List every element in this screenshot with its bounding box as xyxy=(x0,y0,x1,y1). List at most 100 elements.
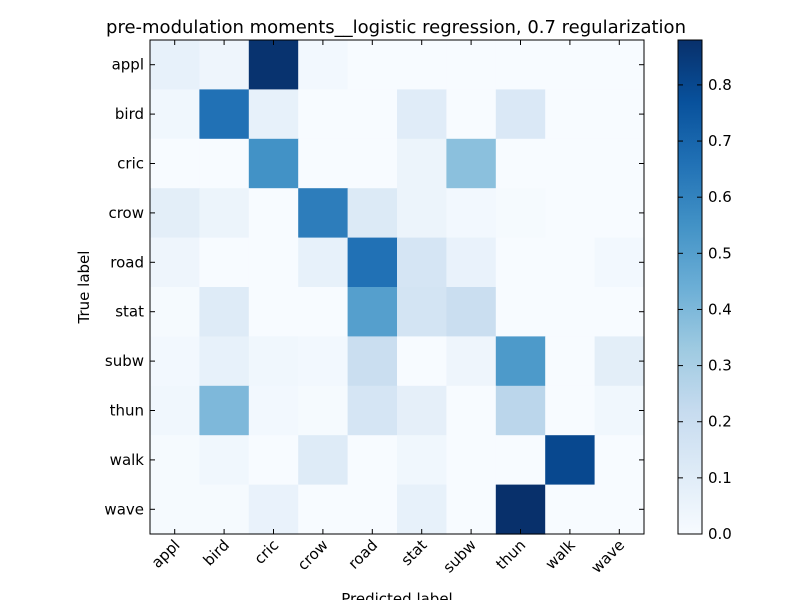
heatmap-cell-appl-road xyxy=(347,40,398,90)
heatmap-cell-stat-bird xyxy=(199,287,250,337)
heatmap-cell-wave-stat xyxy=(397,484,447,535)
heatmap-cell-bird-appl xyxy=(150,89,200,140)
heatmap-cell-thun-crow xyxy=(298,385,349,436)
y-tick-label-bird: bird xyxy=(115,105,144,123)
y-tick-label-subw: subw xyxy=(105,352,144,370)
heatmap-cell-wave-wave xyxy=(594,484,645,535)
heatmap-cell-appl-walk xyxy=(545,40,596,90)
heatmap-cell-walk-wave xyxy=(594,435,645,486)
heatmap-cell-cric-walk xyxy=(545,138,596,189)
heatmap-cell-stat-road xyxy=(347,287,398,337)
heatmap-cell-cric-subw xyxy=(446,138,497,189)
heatmap-cell-thun-stat xyxy=(397,385,447,436)
y-tick-label-walk: walk xyxy=(110,451,145,469)
y-tick-label-wave: wave xyxy=(104,500,144,518)
x-tick-label-bird: bird xyxy=(200,536,233,569)
heatmap-cell-walk-crow xyxy=(298,435,349,486)
colorbar-gradient xyxy=(677,39,703,535)
y-tick-label-stat: stat xyxy=(115,303,144,321)
heatmap-cell-subw-subw xyxy=(446,336,497,387)
heatmap-cell-crow-subw xyxy=(446,188,497,239)
heatmap-cell-stat-cric xyxy=(248,287,299,337)
heatmap-cell-subw-walk xyxy=(545,336,596,387)
heatmap-cell-subw-cric xyxy=(248,336,299,387)
heatmap-cell-road-appl xyxy=(150,237,200,288)
heatmap-cell-wave-walk xyxy=(545,484,596,535)
x-tick-label-thun: thun xyxy=(492,536,529,573)
y-tick-label-crow: crow xyxy=(108,204,144,222)
colorbar-tick-label: 0.8 xyxy=(708,76,732,94)
x-tick-label-wave: wave xyxy=(587,536,628,577)
heatmap-cell-crow-bird xyxy=(199,188,250,239)
heatmap-cell-cric-stat xyxy=(397,138,447,189)
heatmap-cell-bird-walk xyxy=(545,89,596,140)
heatmap-cell-cric-wave xyxy=(594,138,645,189)
heatmap-cell-road-bird xyxy=(199,237,250,288)
heatmap-cell-walk-walk xyxy=(545,435,596,486)
heatmap-cell-appl-stat xyxy=(397,40,447,90)
y-axis-ticks: appl bird cric crow road stat subw thun walk wave xyxy=(104,56,644,518)
x-tick-label-crow: crow xyxy=(294,536,332,574)
heatmap-cell-stat-walk xyxy=(545,287,596,337)
heatmap-cell-cric-thun xyxy=(495,138,546,189)
x-tick-label-stat: stat xyxy=(397,536,430,569)
heatmap-cell-road-cric xyxy=(248,237,299,288)
heatmap-cell-wave-appl xyxy=(150,484,200,535)
x-tick-label-cric: cric xyxy=(251,536,283,568)
heatmap-cell-appl-subw xyxy=(446,40,497,90)
heatmap-cell-appl-cric xyxy=(248,40,299,90)
heatmap-cell-walk-road xyxy=(347,435,398,486)
y-tick-label-appl: appl xyxy=(112,56,144,74)
heatmap-cell-road-subw xyxy=(446,237,497,288)
heatmap-cell-subw-wave xyxy=(594,336,645,387)
heatmap-cell-thun-cric xyxy=(248,385,299,436)
heatmap-cell-subw-thun xyxy=(495,336,546,387)
heatmap-cell-cric-bird xyxy=(199,138,250,189)
heatmap-cell-road-stat xyxy=(397,237,447,288)
heatmap-cell-wave-road xyxy=(347,484,398,535)
heatmap-cell-bird-wave xyxy=(594,89,645,140)
heatmap-cell-crow-road xyxy=(347,188,398,239)
colorbar-tick-label: 0.4 xyxy=(708,300,732,318)
colorbar-tick-label: 0.3 xyxy=(708,357,732,375)
x-tick-label-subw: subw xyxy=(440,536,480,576)
y-axis-label: True label xyxy=(75,251,93,325)
heatmap-cell-wave-subw xyxy=(446,484,497,535)
heatmap-cell-crow-stat xyxy=(397,188,447,239)
heatmap-cell-road-road xyxy=(347,237,398,288)
colorbar-tick-label: 0.7 xyxy=(708,132,732,150)
heatmap-cell-road-wave xyxy=(594,237,645,288)
heatmap-cell-thun-walk xyxy=(545,385,596,436)
heatmap-cell-wave-thun xyxy=(495,484,546,535)
heatmap-cell-walk-thun xyxy=(495,435,546,486)
heatmap-cell-thun-thun xyxy=(495,385,546,436)
x-tick-label-appl: appl xyxy=(148,536,184,572)
heatmap-cell-bird-thun xyxy=(495,89,546,140)
heatmap-cell-subw-bird xyxy=(199,336,250,387)
heatmap-cell-wave-cric xyxy=(248,484,299,535)
heatmap-cell-cric-cric xyxy=(248,138,299,189)
heatmap-cell-crow-wave xyxy=(594,188,645,239)
heatmap-cell-cric-crow xyxy=(298,138,349,189)
heatmap-cell-cric-appl xyxy=(150,138,200,189)
heatmap-cell-crow-thun xyxy=(495,188,546,239)
heatmap-cell-appl-thun xyxy=(495,40,546,90)
heatmap-cell-walk-stat xyxy=(397,435,447,486)
heatmap-cell-road-crow xyxy=(298,237,349,288)
heatmap-cell-crow-crow xyxy=(298,188,349,239)
heatmap-cell-crow-appl xyxy=(150,188,200,239)
heatmap-cell-bird-bird xyxy=(199,89,250,140)
heatmap-cell-thun-appl xyxy=(150,385,200,436)
colorbar-tick-label: 0.5 xyxy=(708,244,732,262)
chart-title: pre-modulation moments__logistic regress… xyxy=(106,17,686,38)
heatmap-cell-crow-cric xyxy=(248,188,299,239)
heatmap-cell-cric-road xyxy=(347,138,398,189)
heatmap-cells xyxy=(150,40,645,535)
heatmap-cell-wave-crow xyxy=(298,484,349,535)
heatmap-cell-crow-walk xyxy=(545,188,596,239)
colorbar: 0.0 0.1 0.2 0.3 0.4 0.5 0.6 0.7 0.8 xyxy=(677,39,732,543)
heatmap-cell-appl-wave xyxy=(594,40,645,90)
heatmap-cell-road-thun xyxy=(495,237,546,288)
heatmap-cell-road-walk xyxy=(545,237,596,288)
